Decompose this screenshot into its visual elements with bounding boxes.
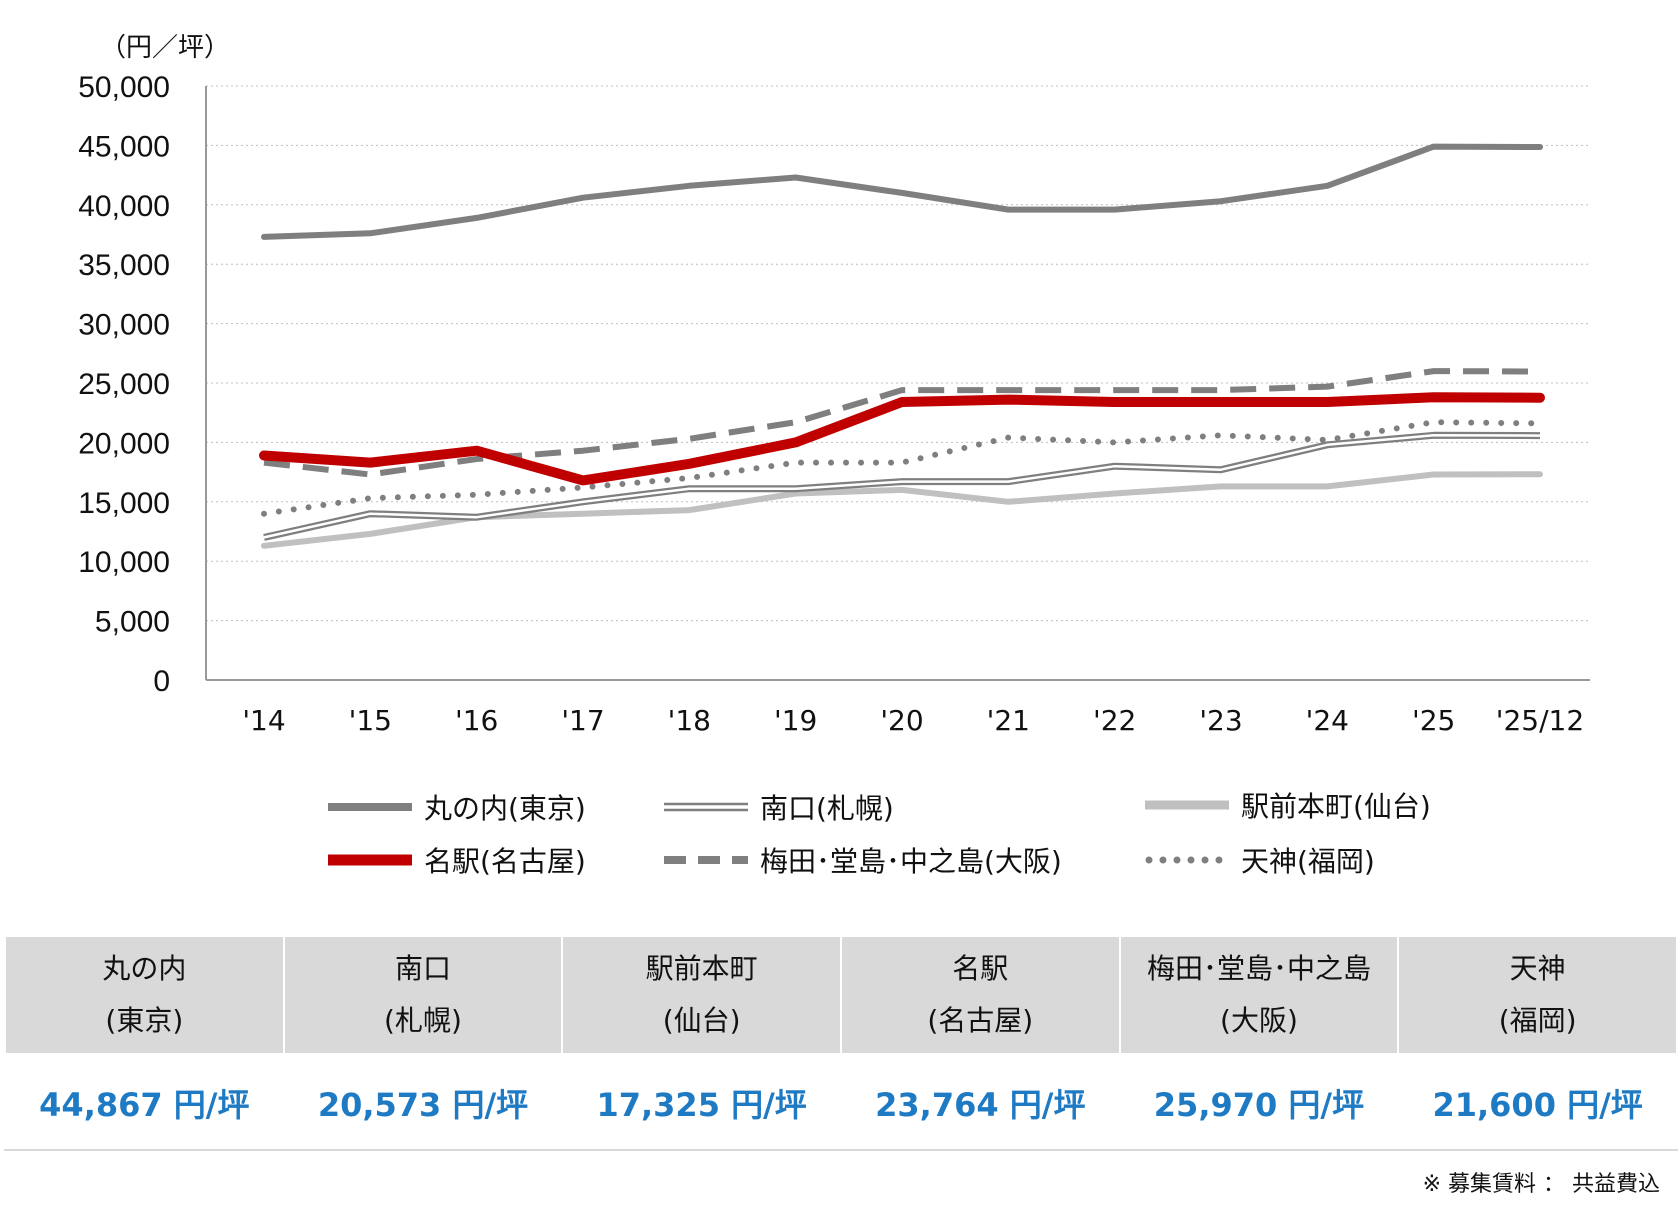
summary-header-cell: 梅田･堂島･中之島 (大阪) — [1118, 935, 1400, 1055]
legend: 丸の内(東京) 南口(札幌) 駅前本町(仙台) 名駅(名古屋) 梅田･堂島･中之… — [0, 770, 1680, 890]
series-line-meieki — [259, 392, 1545, 486]
y-tick-label: 5,000 — [95, 606, 170, 639]
y-tick-label: 25,000 — [78, 368, 170, 401]
footnote: ※ 募集賃料 ： 共益費込 — [1422, 1172, 1660, 1197]
series-lines — [259, 143, 1545, 549]
y-tick-label: 0 — [153, 665, 170, 698]
x-tick-label: '24 — [1306, 704, 1349, 737]
x-tick-label: '23 — [1199, 704, 1242, 737]
series-line-marunouchi — [261, 143, 1543, 240]
legend-swatch-marunouchi — [328, 803, 412, 811]
summary-header-row: 丸の内 (東京) 南口 (札幌) 駅前本町 (仙台) 名駅 (名古屋) 梅田･堂島･中之… — [4, 935, 1678, 1055]
y-axis-ticks: 0 5,000 10,000 15,000 20,000 25,000 30,000 35,0… — [78, 71, 170, 698]
x-tick-label: '15 — [349, 704, 392, 737]
x-tick-label: '19 — [774, 704, 817, 737]
summary-header-cell: 丸の内 (東京) — [4, 935, 285, 1055]
x-tick-label: '14 — [242, 704, 285, 737]
x-tick-label: '20 — [880, 704, 923, 737]
summary-header-cell: 名駅 (名古屋) — [839, 935, 1121, 1055]
legend-label: 駅前本町(仙台) — [1241, 790, 1431, 823]
legend-item-tenjin: 天神(福岡) — [1145, 837, 1375, 883]
line-chart: （円／坪） 0 5,000 10,000 15,000 20,000 25,000 30,0… — [78, 33, 1590, 737]
summary-value-cell: 21,600 円/坪 — [1397, 1053, 1678, 1153]
x-axis-ticks: '14 '15 '16 '17 '18 '19 '20 '21 '22 '23 '24 '25 '25/… — [242, 704, 1584, 737]
y-tick-label: 10,000 — [78, 546, 170, 579]
x-tick-label: '25 — [1412, 704, 1455, 737]
summary-header-cell: 天神 (福岡) — [1397, 935, 1678, 1055]
x-tick-label: '21 — [987, 704, 1030, 737]
y-tick-label: 40,000 — [78, 190, 170, 223]
summary-value-cell: 20,573 円/坪 — [282, 1053, 564, 1153]
summary-value-cell: 44,867 円/坪 — [4, 1053, 285, 1153]
summary-value-cell: 25,970 円/坪 — [1118, 1053, 1400, 1153]
series-line-minamiguchi-inner — [263, 434, 1541, 539]
x-tick-label: '22 — [1093, 704, 1136, 737]
y-tick-label: 15,000 — [78, 487, 170, 520]
legend-label: 天神(福岡) — [1241, 845, 1375, 878]
legend-label: 名駅(名古屋) — [424, 845, 586, 878]
y-tick-label: 20,000 — [78, 427, 170, 460]
summary-header-cell: 南口 (札幌) — [282, 935, 564, 1055]
summary-table: 丸の内 (東京) 南口 (札幌) 駅前本町 (仙台) 名駅 (名古屋) 梅田･堂島･中之… — [4, 935, 1678, 1153]
x-tick-label: '25/12 — [1496, 704, 1584, 737]
legend-item-umeda: 梅田･堂島･中之島(大阪) — [664, 837, 1062, 883]
legend-swatch-minamiguchi — [664, 802, 748, 812]
x-tick-label: '16 — [455, 704, 498, 737]
series-line-umeda — [263, 368, 1541, 478]
y-unit-label: （円／坪） — [100, 33, 230, 63]
y-tick-label: 45,000 — [78, 130, 170, 163]
legend-swatch-meieki — [328, 854, 412, 866]
legend-item-minamiguchi: 南口(札幌) — [664, 784, 894, 830]
legend-item-ekimaehonmachi: 駅前本町(仙台) — [1145, 782, 1431, 828]
y-tick-label: 35,000 — [78, 249, 170, 282]
gridlines — [206, 85, 1590, 622]
summary-value-cell: 17,325 円/坪 — [561, 1053, 842, 1153]
legend-label: 梅田･堂島･中之島(大阪) — [760, 845, 1062, 878]
summary-value-cell: 23,764 円/坪 — [839, 1053, 1121, 1153]
x-tick-label: '18 — [668, 704, 711, 737]
legend-swatch-tenjin — [1145, 856, 1233, 864]
legend-swatch-ekimaehonmachi — [1145, 800, 1229, 810]
legend-label: 丸の内(東京) — [424, 792, 586, 825]
legend-item-marunouchi: 丸の内(東京) — [328, 784, 586, 830]
table-bottom-rule — [4, 1149, 1678, 1151]
summary-value-row: 44,867 円/坪 20,573 円/坪 17,325 円/坪 23,764 … — [4, 1053, 1678, 1153]
y-tick-label: 50,000 — [78, 71, 170, 104]
x-tick-label: '17 — [561, 704, 604, 737]
series-line-tenjin — [261, 419, 1543, 517]
legend-item-meieki: 名駅(名古屋) — [328, 837, 586, 883]
legend-label: 南口(札幌) — [760, 792, 894, 825]
legend-swatch-umeda — [664, 856, 748, 864]
y-tick-label: 30,000 — [78, 309, 170, 342]
summary-header-cell: 駅前本町 (仙台) — [561, 935, 842, 1055]
